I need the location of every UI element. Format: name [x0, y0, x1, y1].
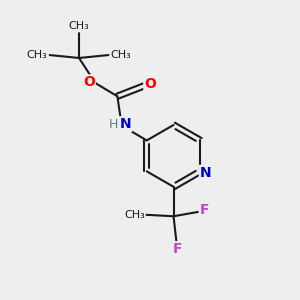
Text: N: N [119, 117, 131, 131]
Text: O: O [83, 75, 95, 89]
Text: O: O [144, 77, 156, 92]
Text: N: N [200, 166, 212, 180]
Text: H: H [109, 118, 119, 131]
Text: CH₃: CH₃ [124, 210, 145, 220]
Text: CH₃: CH₃ [27, 50, 48, 60]
Text: F: F [173, 242, 183, 256]
Text: CH₃: CH₃ [110, 50, 131, 60]
Text: F: F [200, 203, 209, 218]
Text: CH₃: CH₃ [69, 22, 89, 32]
